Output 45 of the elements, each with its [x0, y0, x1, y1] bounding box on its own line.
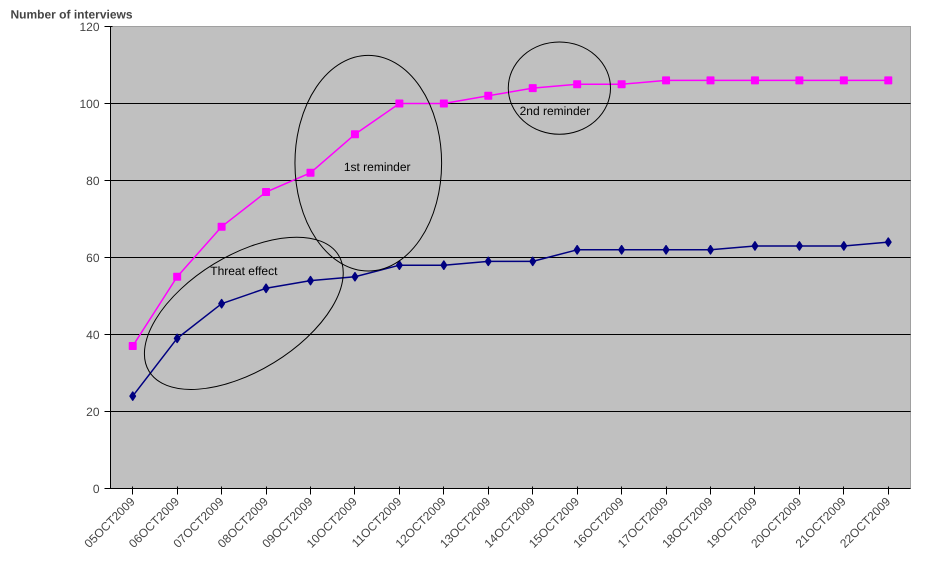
point — [440, 100, 448, 108]
point — [484, 256, 492, 266]
annotation: Threat effect — [210, 264, 278, 278]
point — [396, 260, 403, 270]
y-tick-label: 60 — [86, 251, 100, 265]
point — [174, 333, 181, 344]
point — [840, 240, 848, 251]
point — [218, 298, 226, 309]
point — [750, 76, 759, 84]
point — [440, 260, 448, 270]
point — [884, 237, 892, 248]
point — [573, 80, 582, 88]
point — [796, 240, 803, 251]
point — [795, 76, 804, 84]
y-tick-label: 100 — [79, 97, 100, 111]
annotation: 1st reminder — [344, 160, 411, 174]
point — [484, 92, 492, 100]
point — [662, 244, 670, 255]
point — [173, 272, 182, 281]
point — [618, 244, 626, 255]
point — [884, 76, 892, 84]
y-tick-label: 40 — [86, 328, 100, 342]
point — [662, 76, 670, 84]
point — [618, 80, 626, 88]
point — [350, 130, 359, 138]
point — [128, 342, 137, 350]
point — [218, 222, 226, 231]
point — [262, 188, 270, 196]
y-tick-label: 120 — [79, 20, 100, 34]
point — [528, 84, 537, 92]
point — [306, 168, 314, 177]
y-tick-label: 80 — [86, 174, 100, 188]
point — [395, 100, 404, 108]
point — [574, 244, 581, 255]
point — [262, 283, 270, 294]
annotation: 2nd reminder — [520, 104, 590, 118]
y-tick-label: 20 — [86, 405, 100, 419]
point — [751, 240, 758, 251]
point — [706, 76, 714, 84]
point — [129, 391, 136, 402]
point — [351, 272, 358, 282]
point — [529, 256, 536, 266]
y-axis-title: Number of interviews — [10, 8, 133, 22]
y-tick-label: 0 — [92, 482, 100, 496]
point — [840, 76, 848, 84]
